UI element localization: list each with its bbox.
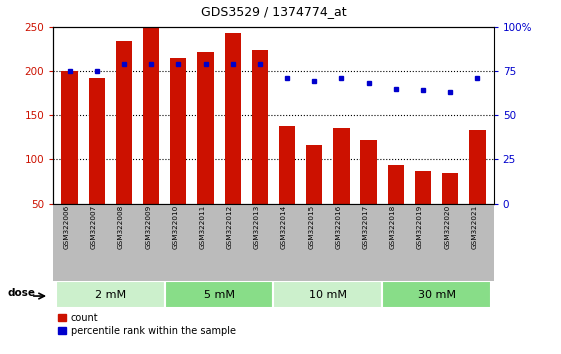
Bar: [252, 50, 268, 204]
Bar: [62, 71, 78, 204]
Text: GSM322009: GSM322009: [145, 205, 151, 249]
Bar: [306, 145, 323, 204]
Text: GSM322012: GSM322012: [227, 205, 233, 249]
Bar: [165, 281, 274, 308]
Text: 5 mM: 5 mM: [204, 290, 234, 300]
Text: GSM322011: GSM322011: [200, 205, 205, 249]
Text: GDS3529 / 1374774_at: GDS3529 / 1374774_at: [201, 5, 346, 18]
Text: GSM322014: GSM322014: [281, 205, 287, 249]
Text: 30 mM: 30 mM: [417, 290, 456, 300]
Bar: [388, 165, 404, 204]
Text: GSM322017: GSM322017: [362, 205, 369, 249]
Bar: [279, 126, 295, 204]
Bar: [469, 130, 485, 204]
Text: GSM322020: GSM322020: [444, 205, 450, 249]
Text: GSM322019: GSM322019: [417, 205, 423, 249]
Text: GSM322016: GSM322016: [335, 205, 342, 249]
Bar: [415, 171, 431, 204]
Bar: [274, 281, 382, 308]
Bar: [56, 281, 165, 308]
Text: 10 mM: 10 mM: [309, 290, 347, 300]
Bar: [382, 281, 491, 308]
Bar: [361, 140, 377, 204]
Text: GSM322013: GSM322013: [254, 205, 260, 249]
Text: GSM322021: GSM322021: [471, 205, 477, 249]
Legend: count, percentile rank within the sample: count, percentile rank within the sample: [58, 313, 236, 336]
Bar: [442, 173, 458, 204]
Text: GSM322015: GSM322015: [308, 205, 314, 249]
Text: GSM322006: GSM322006: [63, 205, 70, 249]
Bar: [116, 41, 132, 204]
Text: dose: dose: [8, 289, 36, 298]
Text: GSM322010: GSM322010: [172, 205, 178, 249]
Text: GSM322007: GSM322007: [91, 205, 97, 249]
Bar: [333, 128, 350, 204]
Bar: [143, 28, 159, 204]
Text: GSM322008: GSM322008: [118, 205, 124, 249]
Text: GSM322018: GSM322018: [390, 205, 396, 249]
Bar: [224, 33, 241, 204]
Text: 2 mM: 2 mM: [95, 290, 126, 300]
Bar: [197, 52, 214, 204]
Bar: [170, 58, 186, 204]
Bar: [89, 78, 105, 204]
